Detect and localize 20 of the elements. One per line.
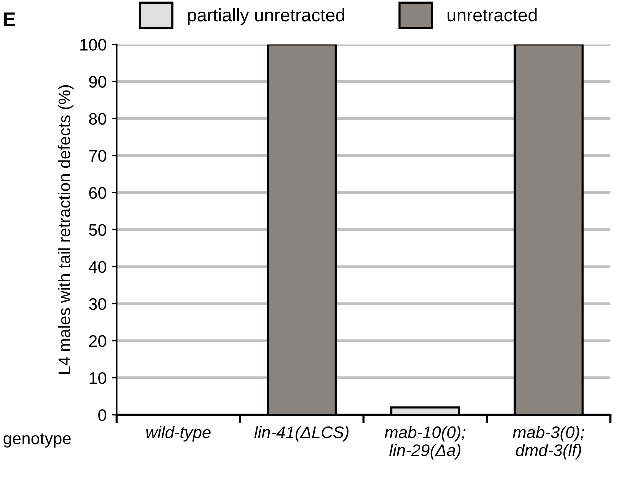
legend-label: unretracted [448,8,537,22]
y-tick-label: 70 [89,150,107,162]
x-tick-label: mab-10(0); lin-29(Δa) [384,426,466,460]
x-tick-label: mab-3(0); dmd-3(lf) [513,426,584,460]
y-axis-title: L4 males with tail retraction defects (%) [58,86,74,374]
y-tick-label: 0 [98,410,106,422]
y-tick-label: 50 [89,224,107,236]
x-tick-label: wild-type [146,426,211,442]
y-tick-label: 40 [89,261,107,274]
y-tick-label: 100 [80,39,107,51]
x-axis-title: genotype [4,434,71,448]
text: E [4,12,16,26]
y-tick-label: 30 [89,298,107,310]
y-tick-label: 80 [89,113,107,126]
y-tick-label: 60 [89,187,107,200]
y-tick-label: 20 [89,335,107,348]
x-tick-label: lin-41(ΔLCS) [254,426,349,442]
legend-label: partially unretracted [188,8,344,26]
y-tick-label: 90 [89,76,107,88]
y-tick-label: 10 [90,372,107,384]
